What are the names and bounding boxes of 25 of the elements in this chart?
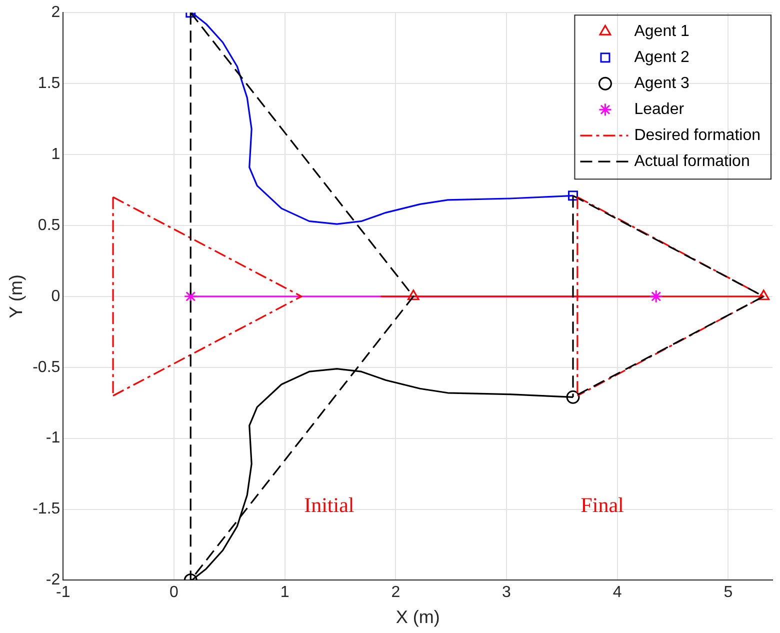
x-tick-label: 4 xyxy=(612,584,622,602)
x-axis-title: X (m) xyxy=(396,607,440,628)
y-axis-title: Y (m) xyxy=(6,274,26,318)
x-tick-label: 3 xyxy=(502,584,512,602)
y-tick-label: -2 xyxy=(46,572,60,589)
x-tick-label: 1 xyxy=(280,584,290,602)
y-tick-label: 1 xyxy=(51,146,60,163)
y-tick-label: -0.5 xyxy=(32,358,60,376)
x-tick-label: 0 xyxy=(170,584,179,602)
annotation: Initial xyxy=(304,492,354,517)
legend-label: Actual formation xyxy=(634,153,750,170)
legend-label: Agent 3 xyxy=(634,75,690,92)
y-tick-label: 0.5 xyxy=(38,216,60,234)
x-tick-label: 5 xyxy=(724,584,733,602)
y-tick-label: -1.5 xyxy=(32,500,60,518)
legend-label: Agent 1 xyxy=(634,23,690,40)
y-tick-label: -1 xyxy=(46,430,60,447)
y-tick-label: 0 xyxy=(51,288,60,305)
legend-label: Desired formation xyxy=(634,127,761,144)
legend-label: Leader xyxy=(634,101,685,118)
y-tick-label: 1.5 xyxy=(38,74,60,92)
y-tick-label: 2 xyxy=(51,4,60,22)
x-tick-label: 2 xyxy=(391,584,400,602)
legend-label: Agent 2 xyxy=(634,49,690,66)
annotation: Final xyxy=(580,492,624,517)
